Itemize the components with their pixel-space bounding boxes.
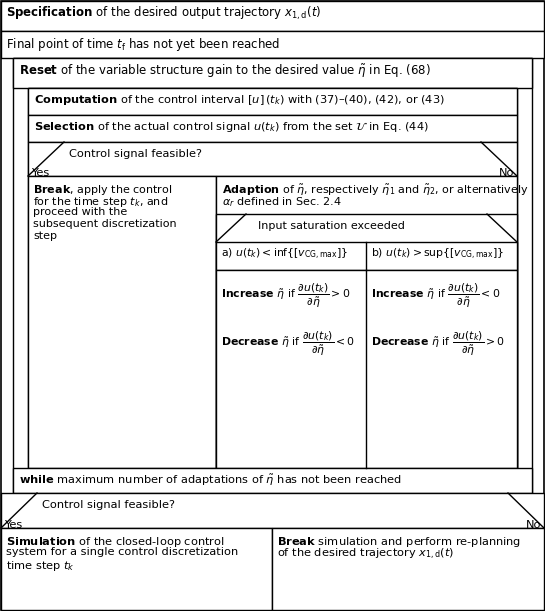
Bar [1, 1, 544, 31]
Text: $\mathbf{Selection}$ of the actual control signal $u(t_k)$ from the set $\mathca: $\mathbf{Selection}$ of the actual contr… [34, 120, 429, 134]
Text: step: step [33, 231, 57, 241]
Bar [1, 31, 544, 58]
Text: proceed with the: proceed with the [33, 207, 127, 217]
Text: Final point of time $t_\mathrm{f}$ has not yet been reached: Final point of time $t_\mathrm{f}$ has n… [6, 36, 280, 53]
Text: $\mathbf{Reset}$ of the variable structure gain to the desired value $\tilde{\et: $\mathbf{Reset}$ of the variable structu… [19, 63, 431, 80]
Bar [28, 88, 517, 468]
Text: for the time step $t_k$, and: for the time step $t_k$, and [33, 195, 168, 209]
Text: $\mathbf{Simulation}$ of the closed-loop control: $\mathbf{Simulation}$ of the closed-loop… [6, 535, 225, 549]
Bar [28, 88, 517, 115]
Bar [216, 242, 517, 270]
Text: $\alpha_r$ defined in Sec. 2.4: $\alpha_r$ defined in Sec. 2.4 [222, 195, 342, 209]
Text: $\mathbf{Decrease}\ \tilde{\eta}\ \mathrm{if}\ \dfrac{\partial u(t_k)}{\partial : $\mathbf{Decrease}\ \tilde{\eta}\ \mathr… [371, 330, 505, 359]
Text: $\mathbf{Computation}$ of the control interval $[u]\,(t_k)$ with (37)–(40), (42): $\mathbf{Computation}$ of the control in… [34, 93, 445, 107]
Text: $\mathbf{Break}$, apply the control: $\mathbf{Break}$, apply the control [33, 183, 172, 197]
Text: of the desired trajectory $x_{1,\mathrm{d}}(t)$: of the desired trajectory $x_{1,\mathrm{… [277, 547, 454, 562]
Bar [216, 176, 517, 468]
Bar [1, 528, 272, 610]
Bar [1, 493, 544, 528]
Text: $\mathbf{Decrease}\ \tilde{\eta}\ \mathrm{if}\ \dfrac{\partial u(t_k)}{\partial : $\mathbf{Decrease}\ \tilde{\eta}\ \mathr… [221, 330, 355, 359]
Text: system for a single control discretization: system for a single control discretizati… [6, 547, 238, 557]
Text: Yes: Yes [4, 520, 22, 530]
Bar [216, 270, 517, 468]
Text: time step $t_k$: time step $t_k$ [6, 559, 75, 573]
Text: $\mathbf{Adaption}$ of $\tilde{\eta}$, respectively $\tilde{\eta}_1$ and $\tilde: $\mathbf{Adaption}$ of $\tilde{\eta}$, r… [222, 183, 529, 198]
Text: $\mathbf{Break}$ simulation and perform re-planning: $\mathbf{Break}$ simulation and perform … [277, 535, 521, 549]
Text: $\mathbf{Increase}\ \tilde{\eta}\ \mathrm{if}\ \dfrac{\partial u(t_k)}{\partial : $\mathbf{Increase}\ \tilde{\eta}\ \mathr… [371, 282, 500, 310]
Text: Yes: Yes [31, 168, 49, 178]
Bar [13, 468, 532, 493]
Bar [28, 115, 517, 142]
Bar [28, 176, 216, 468]
Text: $\mathbf{Increase}\ \tilde{\eta}\ \mathrm{if}\ \dfrac{\partial u(t_k)}{\partial : $\mathbf{Increase}\ \tilde{\eta}\ \mathr… [221, 282, 350, 310]
Bar [216, 214, 517, 468]
Text: $\mathbf{Specification}$ of the desired output trajectory $x_{1,\mathrm{d}}(t)$: $\mathbf{Specification}$ of the desired … [6, 5, 321, 22]
Bar [13, 58, 532, 493]
Text: b) $u(t_k) > \mathrm{sup}\{[v_{\mathrm{CG,max}}]\}$: b) $u(t_k) > \mathrm{sup}\{[v_{\mathrm{C… [371, 247, 504, 262]
Bar [28, 142, 517, 176]
Bar [13, 58, 532, 88]
Text: Control signal feasible?: Control signal feasible? [42, 500, 175, 510]
Text: Control signal feasible?: Control signal feasible? [69, 149, 202, 159]
Text: Input saturation exceeded: Input saturation exceeded [258, 221, 405, 231]
Text: subsequent discretization: subsequent discretization [33, 219, 177, 229]
Text: No: No [499, 168, 514, 178]
Text: No: No [525, 520, 541, 530]
Bar [272, 528, 544, 610]
Text: $\mathbf{while}$ maximum number of adaptations of $\tilde{\eta}$ has not been re: $\mathbf{while}$ maximum number of adapt… [19, 473, 402, 488]
Text: a) $u(t_k) < \mathrm{inf}\{[v_{\mathrm{CG,max}}]\}$: a) $u(t_k) < \mathrm{inf}\{[v_{\mathrm{C… [221, 247, 348, 262]
